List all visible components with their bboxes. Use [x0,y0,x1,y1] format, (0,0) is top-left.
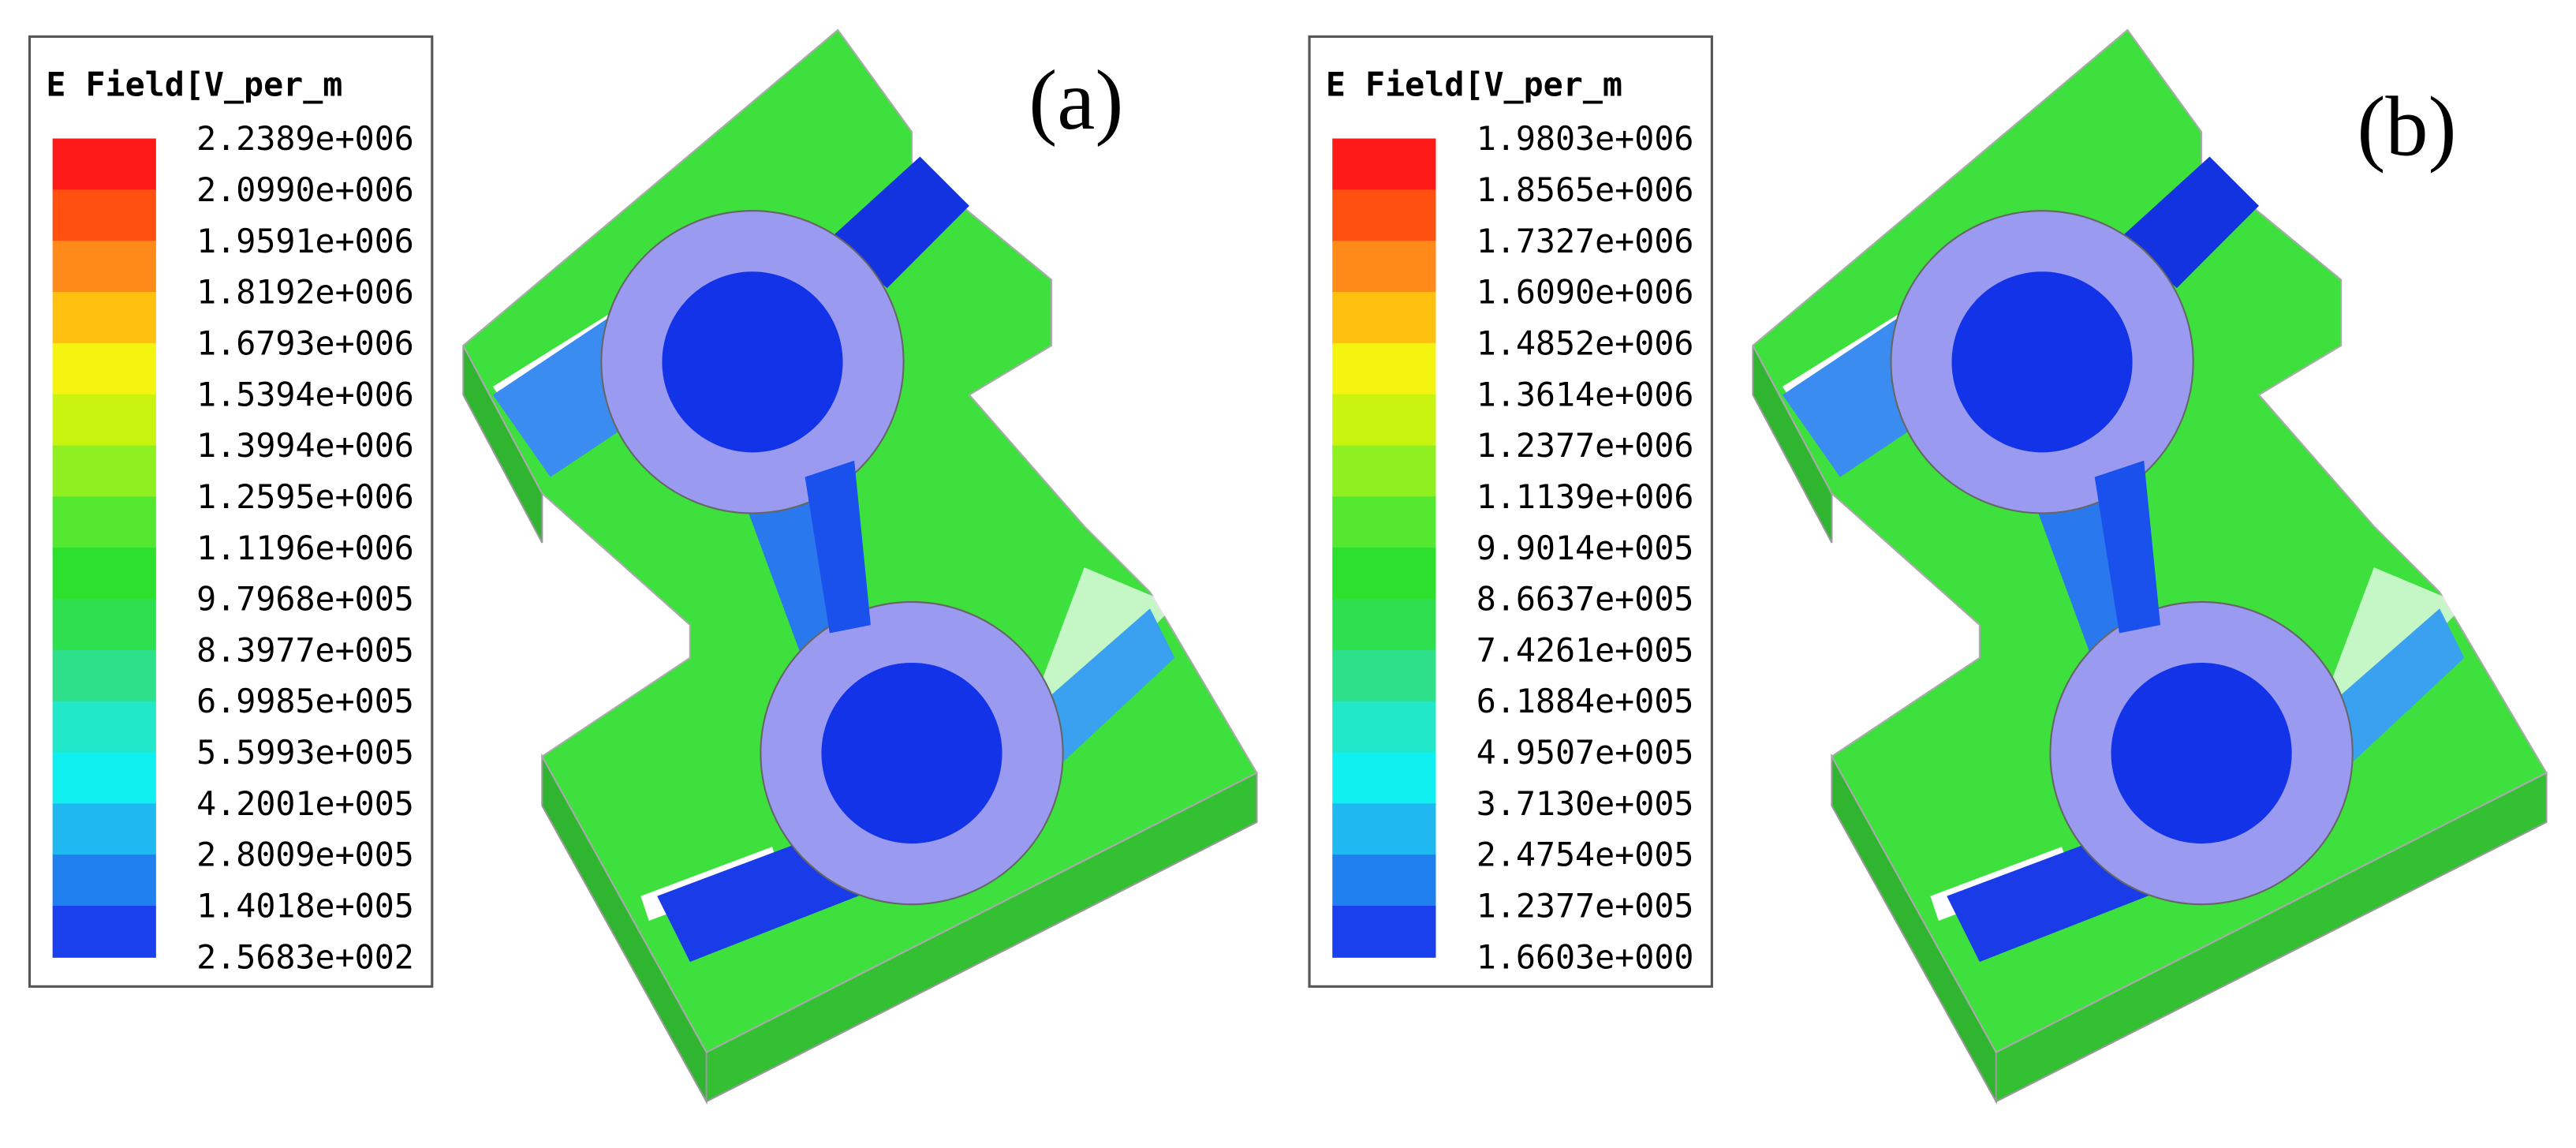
legend-label: 1.3614e+006 [1477,375,1694,413]
legend-label: 1.8565e+006 [1477,170,1694,209]
color-band [1332,138,1436,191]
legend: E Field[V_per_m 1.9803e+006 1.8565e+006 1.7… [1308,35,1713,988]
legend-label: 1.7327e+006 [1477,222,1694,260]
color-band [1332,394,1436,447]
legend-label: 7.4261e+005 [1477,630,1694,669]
legend-label: 2.0990e+006 [196,170,414,209]
legend-label: 2.4754e+005 [1477,836,1694,874]
legend-label: 1.6090e+006 [1477,273,1694,312]
legend-label: 1.2377e+005 [1477,887,1694,926]
legend-label: 1.9591e+006 [196,222,414,260]
legend-label: 1.6793e+006 [196,323,414,362]
panel-label: (b) [2357,79,2456,174]
color-band [1332,752,1436,805]
legend-label: 6.1884e+005 [1477,682,1694,720]
legend-label: 4.2001e+005 [196,784,414,823]
color-band [1332,803,1436,856]
legend-label: 1.2377e+006 [1477,426,1694,465]
legend-label: 1.4018e+005 [196,887,414,926]
legend-title: E Field[V_per_m [1326,65,1622,103]
legend-label: 8.3977e+005 [196,630,414,669]
legend-label: 1.3994e+006 [196,426,414,465]
legend-label: 9.9014e+005 [1477,529,1694,567]
color-band [1332,854,1436,907]
legend-label: 1.9803e+006 [1477,119,1694,158]
color-band [1332,445,1436,498]
legend-label: 5.5993e+005 [196,733,414,772]
legend-label: 8.6637e+005 [1477,580,1694,619]
color-band [52,701,156,753]
color-band [52,548,156,600]
color-band [1332,548,1436,600]
legend-label: 2.5683e+002 [196,937,414,976]
legend-label: 6.9985e+005 [196,682,414,720]
color-band [52,496,156,549]
color-band [52,854,156,907]
legend-label: 1.6603e+000 [1477,937,1694,976]
color-band [52,189,156,242]
color-band [1332,649,1436,702]
color-band [52,241,156,294]
device-b [1752,29,2548,1103]
color-band [52,599,156,651]
legend-label: 1.1139e+006 [1477,477,1694,516]
color-band [1332,342,1436,395]
panel-label: (a) [1029,53,1123,148]
color-band [1332,241,1436,294]
legend-label: 1.4852e+006 [1477,323,1694,362]
color-band [52,752,156,805]
color-band [52,445,156,498]
color-band [52,394,156,447]
legend-label: 1.1196e+006 [196,529,414,567]
legend-title: E Field[V_per_m [46,65,342,103]
color-band [1332,905,1436,958]
device-a [462,29,1258,1103]
legend-label: 1.8192e+006 [196,273,414,312]
legend-label: 4.9507e+005 [1477,733,1694,772]
color-band [52,292,156,344]
legend: E Field[V_per_m 2.2389e+006 2.0990e+006 1.9… [28,35,434,988]
color-band [52,905,156,958]
legend-label: 2.8009e+005 [196,836,414,874]
color-band [52,649,156,702]
legend-label: 1.2595e+006 [196,477,414,516]
legend-label: 2.2389e+006 [196,119,414,158]
color-band [1332,189,1436,242]
legend-label: 3.7130e+005 [1477,784,1694,823]
legend-label: 1.5394e+006 [196,375,414,413]
color-band [1332,599,1436,651]
color-band [1332,496,1436,549]
color-band [52,138,156,191]
color-band [52,342,156,395]
legend-label: 9.7968e+005 [196,580,414,619]
color-band [1332,701,1436,753]
legends: E Field[V_per_m 2.2389e+006 2.0990e+006 1.9… [28,35,2457,988]
color-band [52,803,156,856]
color-band [1332,292,1436,344]
